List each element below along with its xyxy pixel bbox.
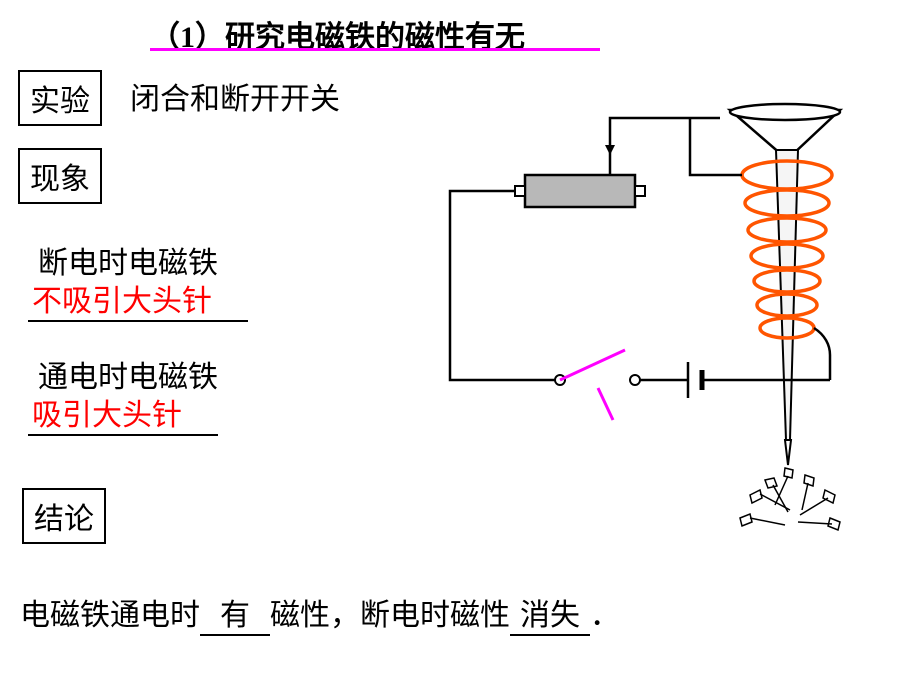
experiment-text: 闭合和断开开关 xyxy=(130,74,340,118)
conclusion-blank2: 消失 xyxy=(510,590,590,636)
phenomenon-on-result: 吸引大头针 xyxy=(28,390,218,436)
switch xyxy=(555,350,640,420)
label-experiment: 实验 xyxy=(18,70,102,126)
battery xyxy=(688,362,702,398)
pins xyxy=(740,468,840,530)
conclusion-mid: 磁性，断电时磁性 xyxy=(270,599,510,632)
funnel-top xyxy=(730,104,840,155)
conclusion-text: 电磁铁通电时有磁性，断电时磁性消失． xyxy=(20,590,900,636)
conclusion-suffix: ． xyxy=(590,599,620,632)
conclusion-blank1: 有 xyxy=(200,590,270,636)
top-wire xyxy=(605,118,720,155)
circuit-diagram xyxy=(430,100,890,540)
resistor xyxy=(515,155,645,207)
coil xyxy=(690,155,832,380)
iron-core xyxy=(776,150,798,465)
phenomenon-off-result: 不吸引大头针 xyxy=(28,276,248,322)
label-conclusion: 结论 xyxy=(22,488,106,544)
label-phenomenon: 现象 xyxy=(18,148,102,204)
phenomenon-off-blank: 不吸引大头针 xyxy=(28,276,248,322)
conclusion-prefix: 电磁铁通电时 xyxy=(20,599,200,632)
title-underline xyxy=(150,48,600,51)
left-wire xyxy=(450,191,560,380)
phenomenon-on-blank: 吸引大头针 xyxy=(28,390,218,436)
